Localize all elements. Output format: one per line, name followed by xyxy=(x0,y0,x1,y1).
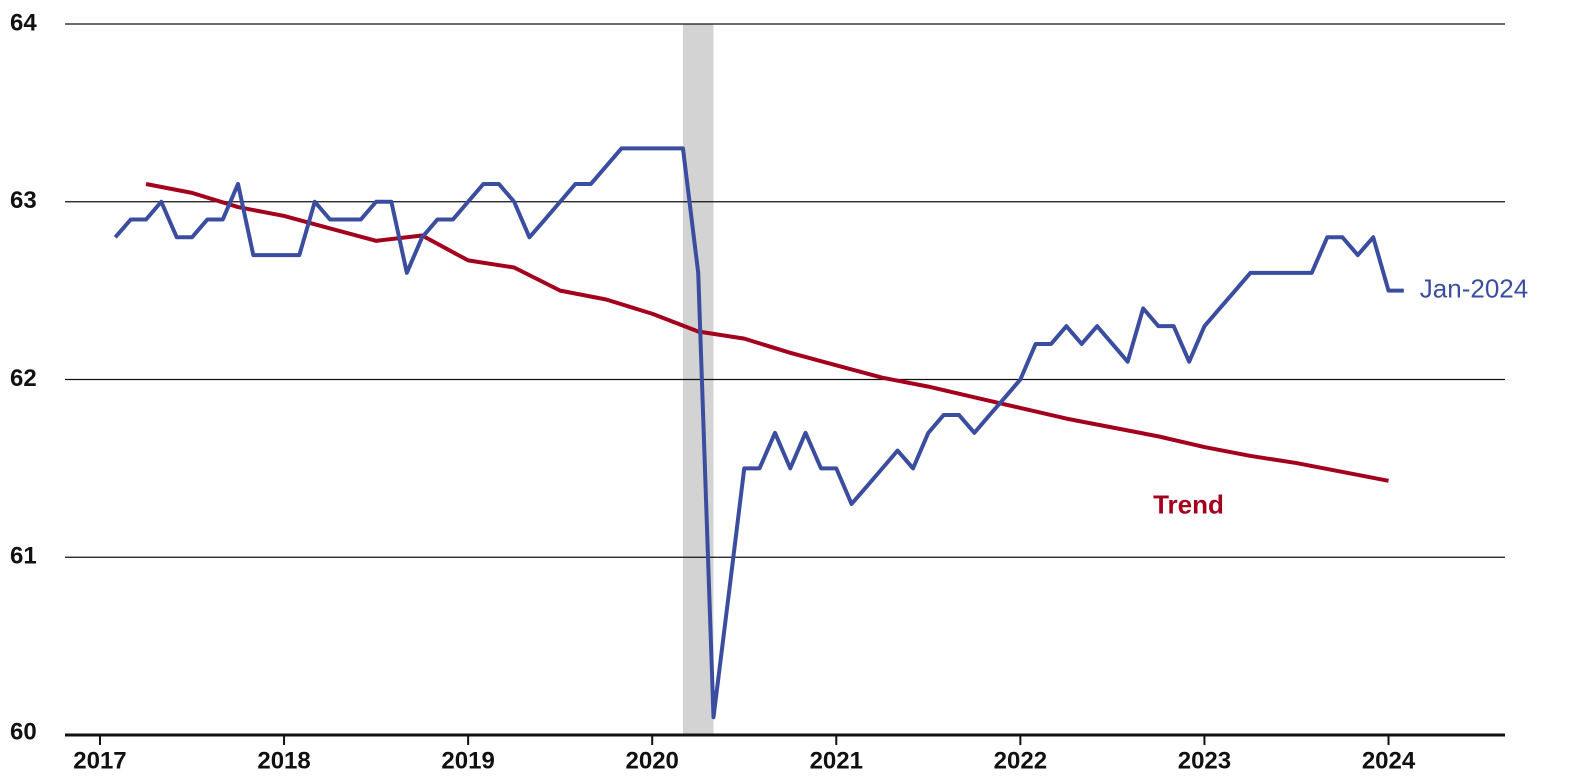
y-tick-label: 62 xyxy=(10,365,37,392)
x-tick-label: 2022 xyxy=(994,747,1047,774)
y-tick-label: 60 xyxy=(10,718,37,745)
x-tick-label: 2021 xyxy=(810,747,863,774)
x-tick-label: 2023 xyxy=(1178,747,1231,774)
x-tick-label: 2017 xyxy=(73,747,126,774)
data-line xyxy=(113,146,1404,720)
x-tick-label: 2024 xyxy=(1362,747,1416,774)
x-tick-label: 2018 xyxy=(257,747,310,774)
y-tick-label: 63 xyxy=(10,187,37,214)
y-tick-label: 61 xyxy=(10,543,37,570)
y-tick-label: 64 xyxy=(10,9,37,36)
trend-label: Trend xyxy=(1153,490,1224,520)
x-tick-label: 2019 xyxy=(441,747,494,774)
trend-line xyxy=(145,182,1389,483)
end-label: Jan-2024 xyxy=(1420,274,1528,304)
x-tick-label: 2020 xyxy=(626,747,679,774)
